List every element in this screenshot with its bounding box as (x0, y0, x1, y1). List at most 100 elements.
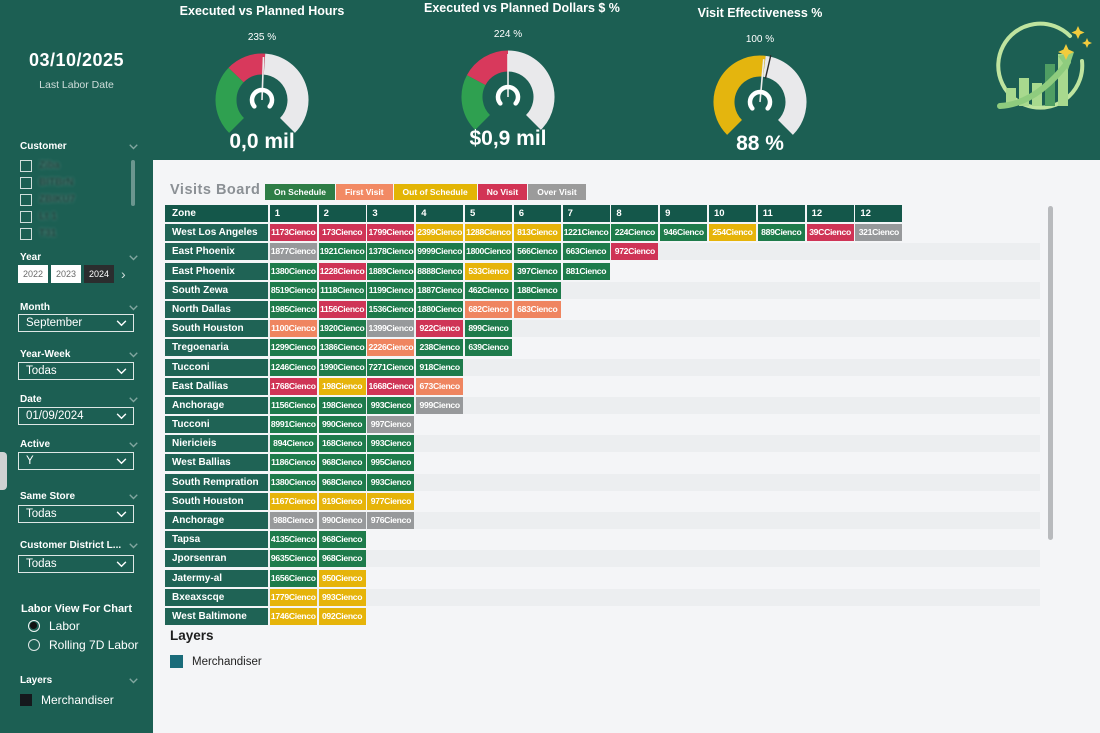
checkbox-icon[interactable] (20, 210, 32, 223)
visit-cell[interactable]: 1199Cienco (367, 281, 415, 299)
visit-cell[interactable]: 639Cienco (464, 339, 512, 357)
visit-cell[interactable]: 990Cienco (318, 512, 366, 529)
zone-row-label[interactable]: South Houston (165, 492, 268, 510)
customer-checkbox-item[interactable]: ZBIKU7 (20, 191, 75, 208)
visit-cell[interactable]: 993Cienco (318, 588, 366, 606)
year-week-select[interactable]: Todas (18, 362, 134, 380)
visit-cell[interactable]: 8519Cienco (269, 281, 317, 299)
zone-row-label[interactable]: Tregoenaria (165, 339, 268, 357)
visit-cell[interactable]: 683Cienco (513, 300, 561, 318)
customer-list-scrollbar[interactable] (131, 160, 135, 206)
chevron-down-icon[interactable] (129, 542, 138, 549)
visit-cell[interactable]: 1380Cienco (269, 262, 317, 280)
active-select[interactable]: Y (18, 452, 134, 470)
zone-row-label[interactable]: Anchorage (165, 396, 268, 414)
visit-cell[interactable]: 1799Cienco (367, 224, 415, 242)
visit-cell[interactable]: 990Cienco (318, 416, 366, 434)
visit-cell[interactable]: 1156Cienco (269, 396, 317, 414)
visit-cell[interactable]: 9999Cienco (416, 243, 464, 261)
year-button-2022[interactable]: 2022 (18, 265, 48, 283)
zone-row-label[interactable]: South Rempration (165, 473, 268, 491)
zone-row-label[interactable]: Jporsenran (165, 550, 268, 568)
visit-cell[interactable]: 976Cienco (367, 512, 415, 529)
chevron-down-icon[interactable] (129, 677, 138, 684)
zone-row-label[interactable]: Tucconi (165, 358, 268, 376)
visit-cell[interactable]: 224Cienco (611, 224, 659, 242)
visit-cell[interactable]: 1985Cienco (269, 300, 317, 318)
zone-row-label[interactable]: East Phoenix (165, 262, 268, 280)
visit-cell[interactable]: 968Cienco (318, 473, 366, 491)
visit-cell[interactable]: 321Cienco (855, 224, 903, 242)
checkbox-icon[interactable] (20, 193, 32, 206)
table-vertical-scrollbar[interactable] (1048, 206, 1053, 540)
visit-cell[interactable]: 993Cienco (367, 473, 415, 491)
layers-checkbox-item[interactable]: Merchandiser (20, 693, 114, 707)
legend-chip-over[interactable]: Over Visit (528, 184, 586, 200)
visit-cell[interactable]: 566Cienco (513, 243, 561, 261)
zone-row-label[interactable]: Tucconi (165, 416, 268, 434)
customer-checkbox-item[interactable]: T31 (20, 225, 75, 242)
visit-cell[interactable]: 1990Cienco (318, 358, 366, 376)
visit-cell[interactable]: 993Cienco (367, 396, 415, 414)
customer-district-select[interactable]: Todas (18, 555, 134, 573)
chevron-down-icon[interactable] (129, 493, 138, 500)
visit-cell[interactable]: 1118Cienco (318, 281, 366, 299)
chevron-down-icon[interactable] (129, 441, 138, 448)
chevron-down-icon[interactable] (129, 351, 138, 358)
visit-cell[interactable]: 254Cienco (708, 224, 756, 242)
visit-cell[interactable]: 673Cienco (416, 377, 464, 395)
visit-cell[interactable]: 899Cienco (464, 320, 512, 338)
visit-cell[interactable]: 8991Cienco (269, 416, 317, 434)
legend-chip-out[interactable]: Out of Schedule (393, 184, 477, 200)
visit-cell[interactable]: 1889Cienco (367, 262, 415, 280)
legend-chip-no[interactable]: No Visit (477, 184, 528, 200)
visit-cell[interactable]: 39CCienco (806, 224, 854, 242)
visit-cell[interactable]: 8888Cienco (416, 262, 464, 280)
checkbox-icon[interactable] (20, 176, 32, 189)
visit-cell[interactable]: 1386Cienco (318, 339, 366, 357)
visit-cell[interactable]: 682Cienco (464, 300, 512, 318)
visit-cell[interactable]: 995Cienco (367, 454, 415, 472)
zone-row-label[interactable]: South Zewa (165, 281, 268, 299)
visit-cell[interactable]: 946Cienco (660, 224, 708, 242)
zone-row-label[interactable]: Niericieis (165, 435, 268, 453)
zone-row-label[interactable]: North Dallas (165, 300, 268, 318)
visit-cell[interactable]: 1173Cienco (269, 224, 317, 242)
radio-labor[interactable]: Labor (28, 619, 80, 633)
visit-cell[interactable]: 397Cienco (513, 262, 561, 280)
customer-checkbox-item[interactable]: Lt 1 (20, 208, 75, 225)
visit-cell[interactable]: 894Cienco (269, 435, 317, 453)
visit-cell[interactable]: 881Cienco (562, 262, 610, 280)
visit-cell[interactable]: 977Cienco (367, 492, 415, 510)
chevron-down-icon[interactable] (129, 143, 138, 150)
legend-chip-on[interactable]: On Schedule (265, 184, 335, 200)
visit-cell[interactable]: 1800Cienco (464, 243, 512, 261)
visit-cell[interactable]: 999Cienco (416, 396, 464, 414)
visit-cell[interactable]: 1380Cienco (269, 473, 317, 491)
visit-cell[interactable]: 1779Cienco (269, 588, 317, 606)
chevron-down-icon[interactable] (129, 254, 138, 261)
checkbox-icon[interactable] (20, 694, 32, 706)
visit-cell[interactable]: 1167Cienco (269, 492, 317, 510)
zone-row-label[interactable]: West Ballias (165, 454, 268, 472)
visit-cell[interactable]: 1186Cienco (269, 454, 317, 472)
visit-cell[interactable]: 7271Cienco (367, 358, 415, 376)
visit-cell[interactable]: 968Cienco (318, 531, 366, 549)
visit-cell[interactable]: 1299Cienco (269, 339, 317, 357)
visit-cell[interactable]: 1100Cienco (269, 320, 317, 338)
visit-cell[interactable]: 9635Cienco (269, 550, 317, 568)
visit-cell[interactable]: 1887Cienco (416, 281, 464, 299)
radio-icon[interactable] (28, 639, 40, 651)
visit-cell[interactable]: 1246Cienco (269, 358, 317, 376)
visit-cell[interactable]: 2226Cienco (367, 339, 415, 357)
visit-cell[interactable]: 238Cienco (416, 339, 464, 357)
visit-cell[interactable]: 1221Cienco (562, 224, 610, 242)
visit-cell[interactable]: 1877Cienco (269, 243, 317, 261)
visit-cell[interactable]: 988Cienco (269, 512, 317, 529)
visit-cell[interactable]: 2399Cienco (416, 224, 464, 242)
year-button-2023[interactable]: 2023 (51, 265, 81, 283)
customer-checkbox-item[interactable]: BITBrN (20, 174, 75, 191)
visit-cell[interactable]: 968Cienco (318, 550, 366, 568)
visit-cell[interactable]: 1228Cienco (318, 262, 366, 280)
visit-cell[interactable]: 092Cienco (318, 607, 366, 625)
